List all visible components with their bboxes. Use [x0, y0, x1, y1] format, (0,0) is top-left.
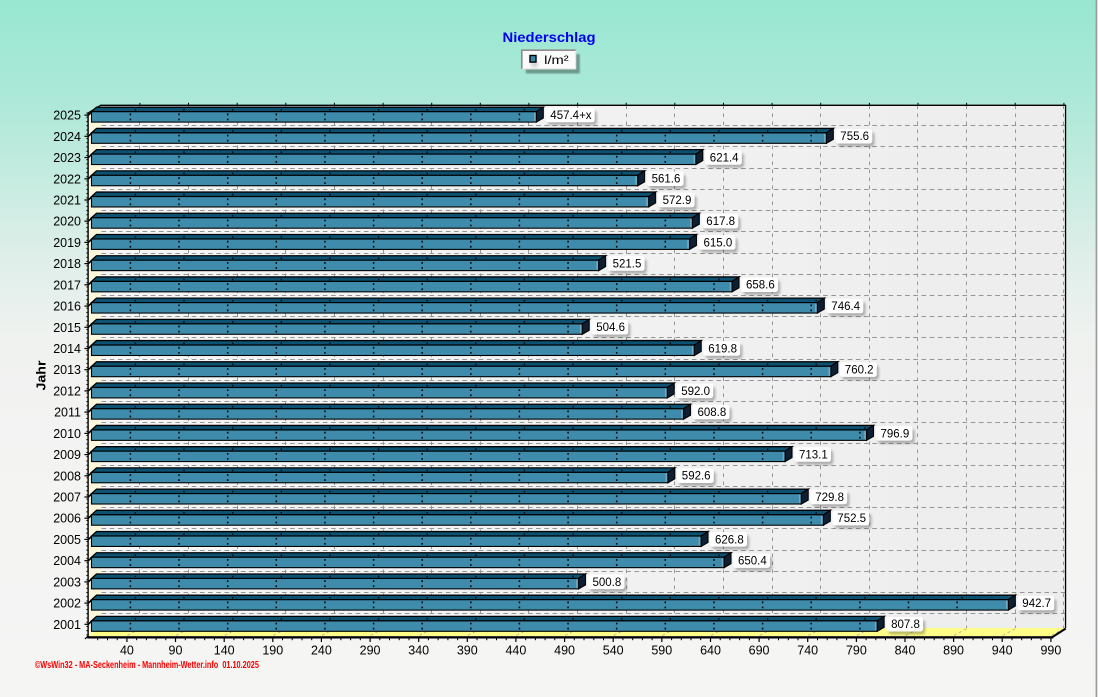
svg-text:752.5: 752.5	[837, 513, 866, 525]
svg-text:Niederschlag: Niederschlag	[503, 30, 596, 45]
svg-text:440: 440	[505, 643, 526, 657]
svg-text:2013: 2013	[53, 363, 81, 377]
svg-text:790: 790	[846, 643, 867, 657]
svg-text:390: 390	[457, 643, 478, 657]
svg-text:2010: 2010	[53, 427, 81, 441]
svg-text:592.0: 592.0	[681, 386, 710, 398]
svg-text:658.6: 658.6	[746, 280, 775, 292]
svg-text:2012: 2012	[53, 384, 81, 398]
svg-text:572.9: 572.9	[663, 195, 692, 207]
svg-text:340: 340	[408, 643, 429, 657]
svg-text:2006: 2006	[53, 512, 81, 526]
svg-text:190: 190	[262, 643, 283, 657]
svg-text:2023: 2023	[53, 151, 81, 165]
svg-text:2009: 2009	[53, 448, 81, 462]
svg-text:796.9: 796.9	[881, 428, 910, 440]
svg-text:619.8: 619.8	[708, 343, 737, 355]
svg-text:Jahr: Jahr	[34, 361, 49, 391]
svg-text:290: 290	[360, 643, 381, 657]
svg-text:40: 40	[120, 643, 134, 657]
svg-text:729.8: 729.8	[815, 492, 844, 504]
svg-text:90: 90	[169, 643, 183, 657]
svg-text:457.4+x: 457.4+x	[550, 110, 591, 122]
svg-text:504.6: 504.6	[596, 322, 625, 334]
svg-text:521.5: 521.5	[613, 259, 642, 271]
svg-text:2014: 2014	[53, 342, 81, 356]
svg-text:2005: 2005	[53, 533, 81, 547]
svg-text:617.8: 617.8	[706, 216, 735, 228]
svg-text:2025: 2025	[53, 109, 81, 123]
svg-text:490: 490	[554, 643, 575, 657]
svg-text:2001: 2001	[53, 618, 81, 632]
svg-text:2003: 2003	[53, 575, 81, 589]
svg-text:500.8: 500.8	[593, 577, 622, 589]
svg-text:942.7: 942.7	[1022, 598, 1051, 610]
svg-text:626.8: 626.8	[715, 534, 744, 546]
svg-text:2011: 2011	[54, 406, 81, 420]
svg-text:592.6: 592.6	[682, 471, 711, 483]
svg-text:713.1: 713.1	[799, 450, 828, 462]
svg-text:590: 590	[651, 643, 672, 657]
svg-text:608.8: 608.8	[698, 407, 727, 419]
svg-text:2015: 2015	[53, 321, 81, 335]
svg-text:840: 840	[895, 643, 916, 657]
svg-text:640: 640	[700, 643, 721, 657]
svg-text:690: 690	[749, 643, 770, 657]
svg-text:©WsWin32 - MA-Seckenheim - Man: ©WsWin32 - MA-Seckenheim - Mannheim-Wett…	[35, 660, 259, 671]
svg-text:2021: 2021	[53, 194, 81, 208]
svg-text:l/m²: l/m²	[544, 53, 569, 67]
svg-text:2008: 2008	[53, 469, 81, 483]
svg-text:940: 940	[992, 643, 1013, 657]
svg-text:2004: 2004	[53, 554, 81, 568]
svg-text:755.6: 755.6	[840, 131, 869, 143]
svg-text:615.0: 615.0	[704, 237, 733, 249]
svg-text:240: 240	[311, 643, 332, 657]
svg-text:621.4: 621.4	[710, 152, 739, 164]
svg-text:2002: 2002	[53, 597, 81, 611]
svg-text:740: 740	[797, 643, 818, 657]
svg-text:650.4: 650.4	[738, 556, 767, 568]
svg-text:760.2: 760.2	[845, 365, 874, 377]
svg-text:2007: 2007	[53, 491, 81, 505]
svg-text:2022: 2022	[53, 172, 81, 186]
svg-text:2016: 2016	[53, 300, 81, 314]
svg-text:2017: 2017	[53, 278, 81, 292]
svg-text:2019: 2019	[53, 236, 81, 250]
svg-text:990: 990	[1040, 643, 1061, 657]
svg-text:140: 140	[214, 643, 235, 657]
svg-text:2020: 2020	[53, 215, 81, 229]
svg-text:890: 890	[943, 643, 964, 657]
svg-text:807.8: 807.8	[891, 619, 920, 631]
svg-text:2018: 2018	[53, 257, 81, 271]
svg-text:561.6: 561.6	[652, 174, 681, 186]
svg-text:540: 540	[603, 643, 624, 657]
svg-text:2024: 2024	[53, 130, 81, 144]
svg-text:746.4: 746.4	[831, 301, 860, 313]
